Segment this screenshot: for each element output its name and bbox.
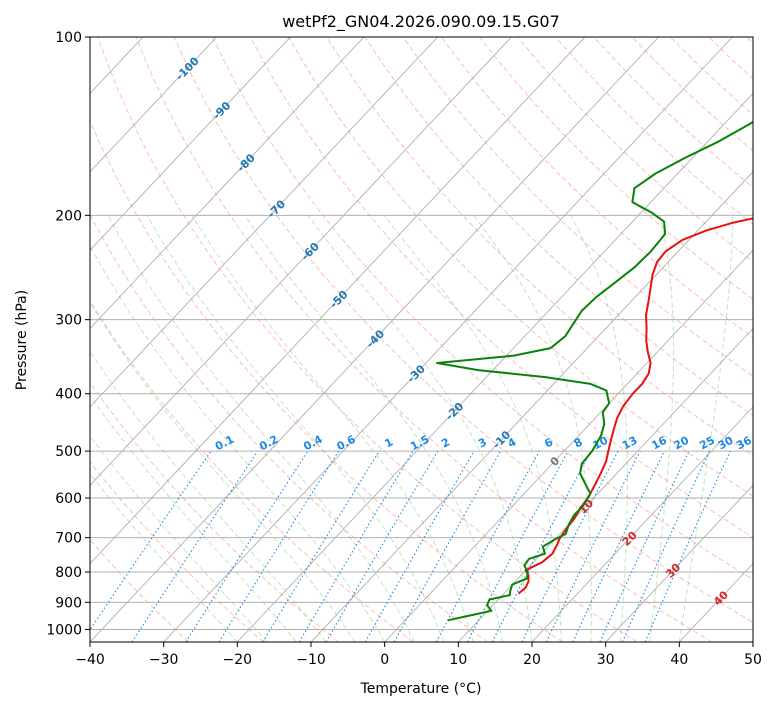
dry-adiabats [90, 37, 753, 642]
plot-frame [89, 36, 754, 643]
y-tick-label: 500 [55, 444, 82, 460]
isotherm-line [90, 37, 512, 486]
dry-adiabat [90, 539, 190, 642]
isotherm-line [90, 37, 365, 330]
x-tick-label: 20 [523, 652, 541, 668]
moist-adiabat [191, 215, 474, 642]
y-tick-label: 600 [55, 491, 82, 507]
x-tick-label: 30 [597, 652, 615, 668]
dry-adiabat [211, 37, 753, 581]
x-axis-ticks: −40 −30 −20 −10 0 10 20 30 40 50 [75, 642, 762, 668]
sounding-series [436, 120, 753, 622]
dry-adiabat [97, 37, 638, 642]
mixing-ratio-line [644, 450, 731, 642]
mixing-ratio-label: 16 [649, 434, 669, 453]
moist-adiabat [649, 215, 675, 642]
mixing-ratio-label: 13 [620, 434, 640, 453]
y-tick-label: 100 [55, 30, 82, 46]
moist-adiabat [570, 215, 628, 642]
moist-adiabat [90, 301, 356, 642]
y-tick-label: 1000 [46, 622, 82, 638]
dry-adiabat [250, 37, 753, 538]
temperature-profile-line [517, 217, 753, 595]
mixing-ratio-line [185, 450, 309, 642]
mixing-ratio-line [521, 450, 619, 642]
moist-adiabat [146, 215, 445, 642]
mixing-ratio-label: 10 [591, 434, 611, 453]
mixing-ratio-label: 20 [672, 434, 692, 453]
moist-adiabat [90, 244, 386, 642]
isotherm-line [163, 37, 733, 642]
x-tick-label: 40 [670, 652, 688, 668]
mixing-ratio-line [435, 450, 540, 642]
dewpoint-profile-line [436, 120, 753, 622]
moist-adiabat [678, 215, 734, 642]
dry-adiabat [90, 299, 414, 642]
mixing-ratio-label: 36 [734, 434, 754, 453]
isotherm-line [90, 37, 660, 642]
isotherm-line [531, 406, 753, 642]
y-tick-label: 900 [55, 595, 82, 611]
x-tick-label: −10 [296, 652, 326, 668]
isotherm-line [90, 37, 586, 565]
x-tick-label: 10 [449, 652, 467, 668]
isotherm-line [236, 92, 753, 642]
mixing-ratio-line [621, 450, 711, 642]
mixing-ratio-lines [90, 450, 731, 642]
x-tick-label: 0 [380, 652, 389, 668]
y-tick-label: 400 [55, 387, 82, 403]
dry-adiabat [135, 37, 712, 642]
moist-adiabat [90, 472, 238, 642]
mixing-ratio-line [393, 450, 502, 642]
mixing-ratio-label: 30 [716, 434, 736, 453]
moist-adiabat [244, 215, 503, 642]
y-tick-label: 700 [55, 531, 82, 547]
isotherm-line [90, 37, 218, 173]
mixing-ratio-label: 25 [697, 434, 717, 453]
isotherm-lines [90, 37, 753, 642]
moist-adiabat [107, 215, 415, 642]
y-tick-label: 300 [55, 313, 82, 329]
dry-adiabat [173, 37, 753, 624]
dry-adiabat [90, 213, 488, 642]
moist-adiabat [307, 215, 533, 642]
isotherm-line [605, 484, 753, 642]
isotherm-line [90, 37, 291, 251]
dry-adiabat [90, 461, 264, 642]
y-tick-label: 200 [55, 208, 82, 224]
y-tick-label: 800 [55, 565, 82, 581]
x-tick-label: 50 [744, 652, 762, 668]
moist-adiabat [90, 350, 327, 642]
x-tick-label: −40 [75, 652, 105, 668]
isotherm-line [90, 37, 439, 408]
x-tick-label: −30 [149, 652, 179, 668]
dry-adiabat [440, 37, 753, 339]
y-axis-ticks: 100 200 300 400 500 600 700 800 900 1000 [46, 30, 90, 638]
x-tick-label: −20 [223, 652, 253, 668]
mixing-ratio-line [90, 450, 212, 631]
chart-title: wetPf2_GN04.2026.090.09.15.G07 [282, 12, 560, 32]
moist-adiabats [90, 214, 734, 642]
dry-adiabat [90, 119, 563, 642]
mixing-ratio-line [545, 450, 641, 642]
dry-adiabat [402, 37, 753, 377]
mixing-ratio-line [262, 450, 380, 642]
y-axis-label: Pressure (hPa) [14, 290, 30, 390]
moist-adiabat [90, 435, 268, 642]
dry-adiabat [326, 37, 753, 457]
moist-adiabat [473, 215, 592, 642]
x-axis-label: Temperature (°C) [360, 681, 482, 697]
mixing-ratio-line [131, 450, 259, 642]
dry-adiabat [288, 37, 753, 497]
moist-adiabat [90, 394, 297, 642]
isotherm-line [384, 249, 753, 642]
